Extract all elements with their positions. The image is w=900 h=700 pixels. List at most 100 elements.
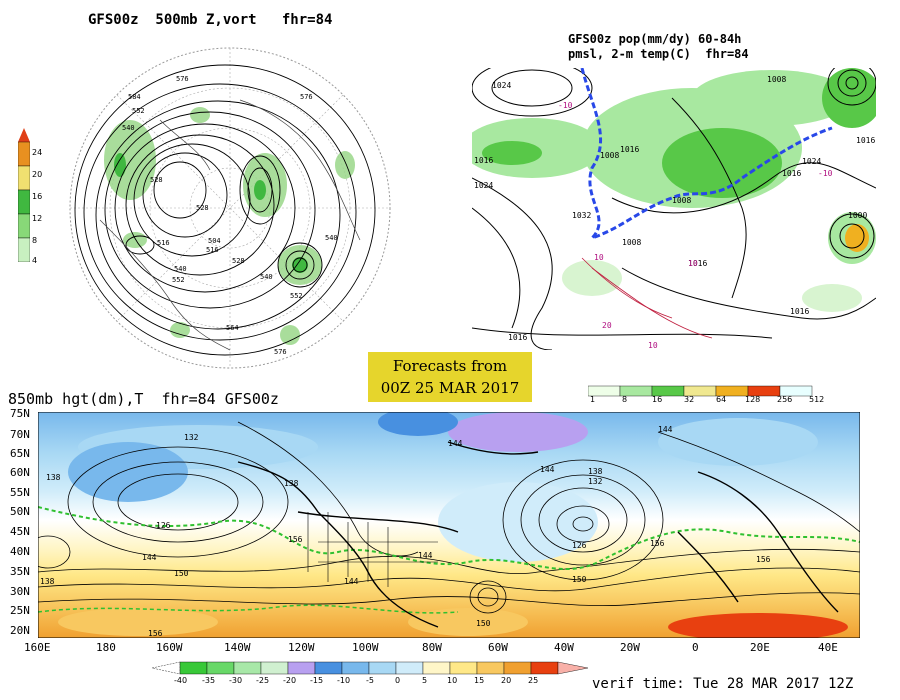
panel-pmsl-title-line1: GFS00z pop(mm/dy) 60-84h bbox=[568, 32, 742, 46]
height-label: 144 bbox=[142, 553, 157, 562]
lon-tick: 160W bbox=[156, 641, 183, 654]
contour-label: 516 bbox=[206, 246, 219, 254]
contour-label: 552 bbox=[290, 292, 303, 300]
forecast-banner: Forecasts from 00Z 25 MAR 2017 bbox=[368, 352, 532, 402]
contour-label: 584 bbox=[128, 93, 141, 101]
temp-label: 10 bbox=[648, 341, 658, 350]
temp-colorbar-tick: -5 bbox=[366, 676, 374, 685]
panel-850mb-map: 132 144 138 138 144 144 138 132 144 126 … bbox=[38, 412, 860, 638]
lat-tick: 25N bbox=[10, 604, 30, 617]
height-label: 138 bbox=[588, 467, 603, 476]
lat-tick: 55N bbox=[10, 486, 30, 499]
lat-tick: 35N bbox=[10, 565, 30, 578]
isobar-label: 1016 bbox=[790, 307, 809, 316]
isobar-label: 1016 bbox=[620, 145, 639, 154]
lon-tick: 0 bbox=[692, 641, 699, 654]
temp-label: -10 bbox=[818, 169, 833, 178]
contour-label: 576 bbox=[300, 93, 313, 101]
pop-colorbar-tick: 64 bbox=[716, 395, 727, 404]
temp-label: -10 bbox=[558, 101, 573, 110]
coastlines bbox=[237, 441, 839, 628]
lon-tick: 100W bbox=[352, 641, 379, 654]
contour-label: 576 bbox=[274, 348, 287, 356]
banner-line2: 00Z 25 MAR 2017 bbox=[380, 379, 520, 397]
height-label: 156 bbox=[756, 555, 771, 564]
height-label: 138 bbox=[284, 479, 299, 488]
panel-pmsl-map: 1016 1008 1024 1016 1008 1032 1008 1016 … bbox=[472, 68, 876, 350]
lon-tick: 180 bbox=[96, 641, 116, 654]
lon-tick: 60W bbox=[488, 641, 508, 654]
height-label: 132 bbox=[588, 477, 603, 486]
height-label: 144 bbox=[448, 439, 463, 448]
vorticity-colorbar bbox=[17, 128, 31, 263]
temp-colorbar-tick: 25 bbox=[528, 676, 539, 685]
lat-tick: 50N bbox=[10, 505, 30, 518]
temp-label: 10 bbox=[688, 259, 698, 268]
lon-tick: 20E bbox=[750, 641, 770, 654]
contour-label: 552 bbox=[172, 276, 185, 284]
contour-label: 528 bbox=[150, 176, 163, 184]
lat-tick: 60N bbox=[10, 466, 30, 479]
isobar-label: 1024 bbox=[474, 181, 493, 190]
pop-colorbar bbox=[587, 382, 818, 397]
isobar-label: 1024 bbox=[492, 81, 511, 90]
contour-label: 540 bbox=[325, 234, 338, 242]
contour-label: 540 bbox=[122, 124, 135, 132]
temp-colorbar-tick: 0 bbox=[395, 676, 401, 685]
temp-colorbar-tick: -15 bbox=[310, 676, 324, 685]
temperature-shading bbox=[58, 412, 848, 638]
lon-tick: 120W bbox=[288, 641, 315, 654]
verification-time: verif time: Tue 28 MAR 2017 12Z bbox=[592, 676, 854, 692]
lon-tick: 40E bbox=[818, 641, 838, 654]
lat-tick: 75N bbox=[10, 407, 30, 420]
contour-label: 540 bbox=[260, 273, 273, 281]
vorticity-colorbar-tick: 12 bbox=[32, 214, 43, 223]
lon-tick: 140W bbox=[224, 641, 251, 654]
temp-colorbar-tick: 20 bbox=[501, 676, 512, 685]
isobar-label: 1000 bbox=[848, 211, 867, 220]
height-label: 126 bbox=[156, 521, 171, 530]
panel-pmsl-title-line2: pmsl, 2-m temp(C) fhr=84 bbox=[568, 47, 749, 61]
isobars bbox=[472, 68, 876, 350]
isobar-label: 1016 bbox=[782, 169, 801, 178]
height-label: 150 bbox=[476, 619, 491, 628]
lat-tick: 40N bbox=[10, 545, 30, 558]
panel-500mb-title: GFS00z 500mb Z,vort fhr=84 bbox=[88, 12, 333, 28]
panel-500mb-map: 576 584 552 540 528 516 528 504 516 540 … bbox=[69, 47, 391, 369]
temp-label: 10 bbox=[594, 253, 604, 262]
height-label: 156 bbox=[148, 629, 163, 638]
panel-850mb-title: 850mb hgt(dm),T fhr=84 GFS00z bbox=[8, 390, 279, 408]
contour-label: 528 bbox=[232, 257, 245, 265]
lat-tick: 30N bbox=[10, 585, 30, 598]
lon-tick: 20W bbox=[620, 641, 640, 654]
contour-label: 576 bbox=[176, 75, 189, 83]
pop-colorbar-tick: 1 bbox=[590, 395, 596, 404]
contour-label: 516 bbox=[157, 239, 170, 247]
zero-isotherm bbox=[38, 506, 860, 570]
isobar-label: 1016 bbox=[856, 136, 875, 145]
height-label: 126 bbox=[572, 541, 587, 550]
temp-colorbar-tick: -20 bbox=[283, 676, 297, 685]
vorticity-colorbar-tick: 20 bbox=[32, 170, 43, 179]
pop-colorbar-tick: 256 bbox=[777, 395, 793, 404]
isobar-label: 1024 bbox=[802, 157, 821, 166]
lat-tick: 65N bbox=[10, 447, 30, 460]
temp-colorbar-tick: -10 bbox=[337, 676, 351, 685]
height-label: 156 bbox=[288, 535, 303, 544]
contour-label: 504 bbox=[208, 237, 221, 245]
isobar-label: 1008 bbox=[622, 238, 641, 247]
precip-shading bbox=[472, 68, 876, 312]
vorticity-colorbar-tick: 24 bbox=[32, 148, 43, 157]
isobar-label: 1016 bbox=[508, 333, 527, 342]
banner-line1: Forecasts from bbox=[392, 357, 508, 375]
height-label: 150 bbox=[572, 575, 587, 584]
isobar-label: 1032 bbox=[572, 211, 591, 220]
isobar-label: 1008 bbox=[600, 151, 619, 160]
height-contours bbox=[38, 421, 860, 614]
lat-tick: 45N bbox=[10, 525, 30, 538]
lat-tick: 20N bbox=[10, 624, 30, 637]
temp-colorbar-tick: 10 bbox=[447, 676, 458, 685]
temp-colorbar-tick: -30 bbox=[229, 676, 243, 685]
height-label: 144 bbox=[344, 577, 359, 586]
isobar-label: 1016 bbox=[474, 156, 493, 165]
